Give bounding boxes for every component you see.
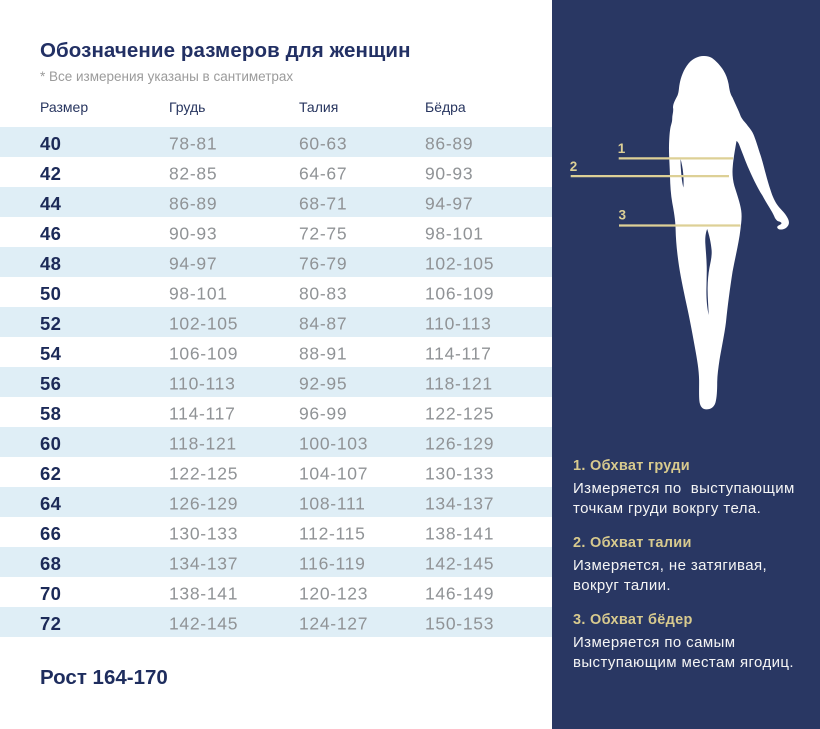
- svg-text:1: 1: [618, 141, 626, 156]
- svg-text:2: 2: [570, 159, 578, 174]
- svg-text:3: 3: [619, 208, 627, 223]
